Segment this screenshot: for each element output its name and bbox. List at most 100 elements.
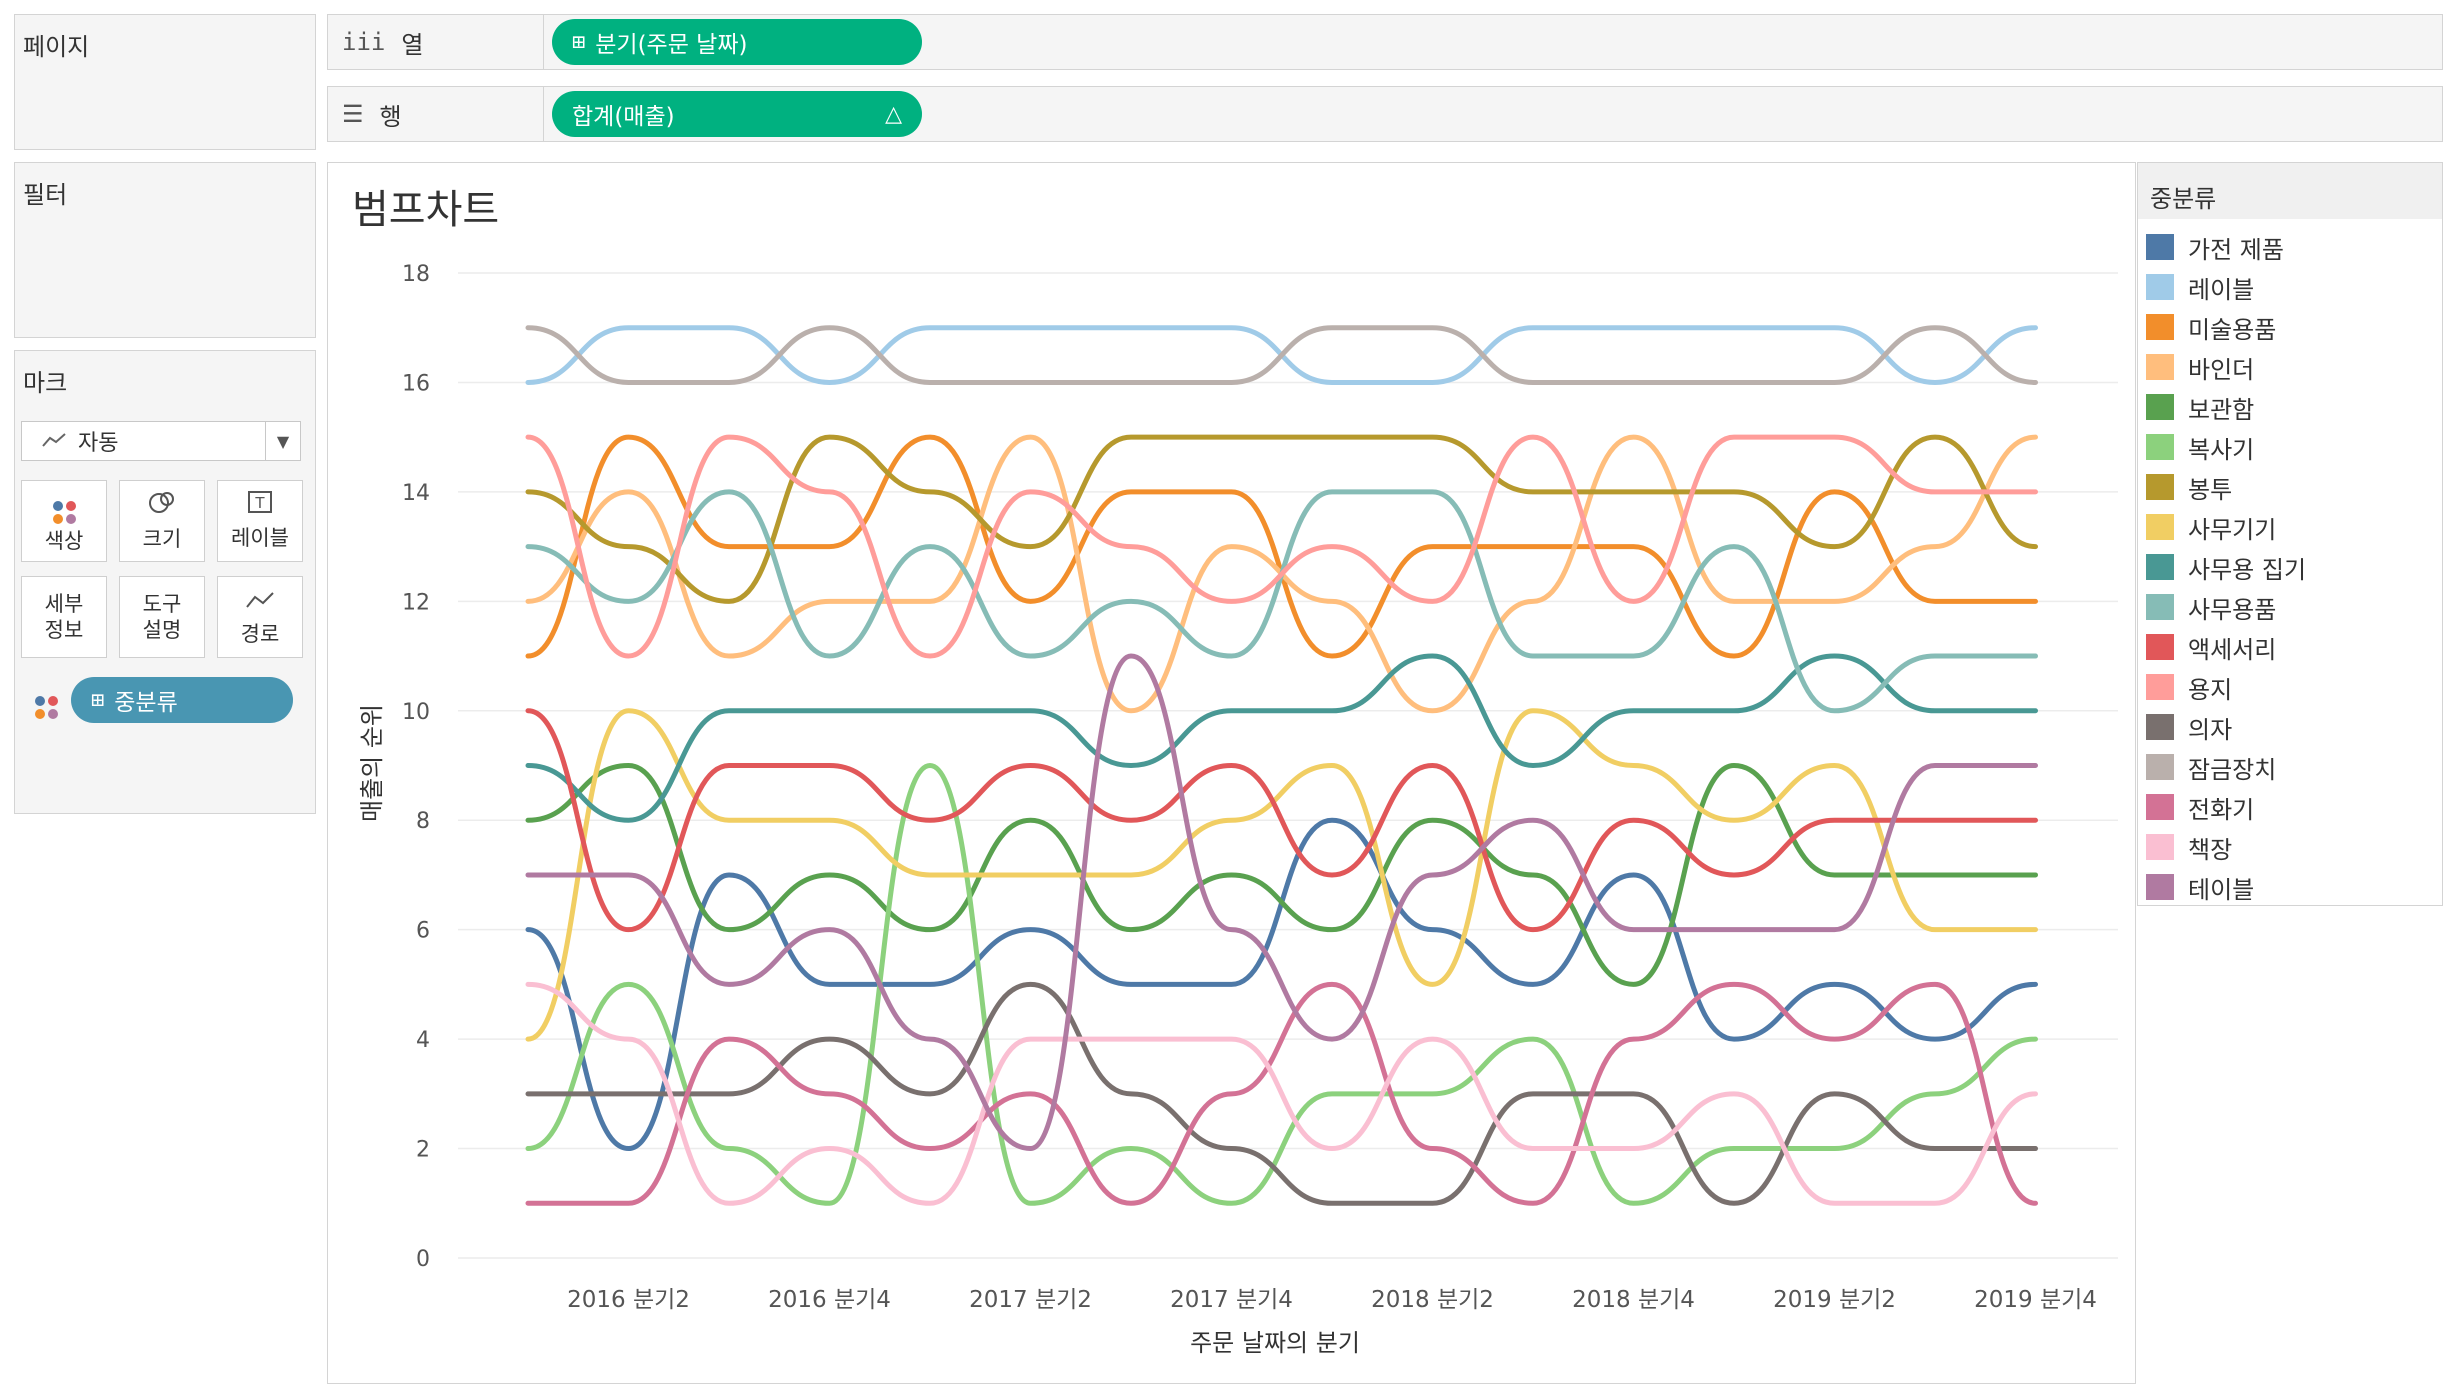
- legend-item-label: 사무용품: [2188, 595, 2277, 624]
- chart-title: 범프차트: [352, 187, 499, 233]
- series-line[interactable]: [525, 763, 2038, 1206]
- legend-item-label: 테이블: [2188, 875, 2255, 904]
- pages-panel[interactable]: 페이지: [14, 14, 316, 150]
- legend-item[interactable]: 미술용품: [2146, 309, 2276, 345]
- x-tick-label: 2016 분기4: [768, 1287, 891, 1313]
- legend-item[interactable]: 레이블: [2146, 269, 2254, 305]
- legend-swatch: [2146, 554, 2174, 580]
- chevron-down-icon[interactable]: ▼: [265, 422, 300, 460]
- series-line[interactable]: [525, 981, 2038, 1206]
- legend-item[interactable]: 전화기: [2146, 789, 2254, 825]
- rows-shelf-label-area: ☰ 행: [328, 87, 544, 141]
- legend-item[interactable]: 의자: [2146, 709, 2232, 745]
- size-button[interactable]: 크기: [119, 480, 205, 562]
- y-tick-label: 6: [416, 919, 430, 944]
- legend-swatch: [2146, 834, 2174, 860]
- legend-item-label: 용지: [2188, 675, 2233, 704]
- bump-chart: 범프차트 0 2 4 6 8 10 12 14 16 18 2016 분기2 2016 분기4 201…: [352, 187, 2118, 1357]
- legend-item-label: 미술용품: [2188, 315, 2277, 344]
- legend-swatch: [2146, 634, 2174, 660]
- legend-item-label: 전화기: [2188, 795, 2255, 824]
- expand-plus-icon: ⊞: [91, 687, 105, 713]
- series-line[interactable]: [525, 981, 2038, 1206]
- x-tick-label: 2019 분기4: [1974, 1287, 2097, 1313]
- legend-item[interactable]: 보관함: [2146, 389, 2254, 425]
- mark-type-dropdown[interactable]: 자동 ▼: [21, 421, 301, 461]
- series-line[interactable]: [525, 653, 2038, 1152]
- series-line[interactable]: [525, 434, 2038, 714]
- x-tick-label: 2017 분기2: [969, 1287, 1092, 1313]
- legend-item[interactable]: 사무용품: [2146, 589, 2276, 625]
- legend-item[interactable]: 가전 제품: [2146, 229, 2284, 265]
- series-line[interactable]: [525, 434, 2038, 659]
- detail-button-label-1: 세부: [44, 591, 84, 616]
- y-tick-label: 8: [416, 809, 430, 834]
- legend-title: 중분류: [2150, 185, 2217, 213]
- legend-swatch: [2146, 314, 2174, 340]
- legend-item-label: 책장: [2188, 835, 2233, 864]
- delta-icon: △: [885, 101, 902, 127]
- rows-pill[interactable]: 합계(매출) △: [552, 91, 922, 137]
- columns-pill[interactable]: ⊞ 분기(주문 날짜): [552, 19, 922, 65]
- legend-item-label: 보관함: [2188, 395, 2255, 424]
- tooltip-button[interactable]: 도구 설명: [119, 576, 205, 658]
- marks-label: 마크: [23, 369, 68, 397]
- columns-shelf[interactable]: iii 열 ⊞ 분기(주문 날짜): [327, 14, 2443, 70]
- legend-swatch: [2146, 714, 2174, 740]
- legend-item[interactable]: 봉투: [2146, 469, 2232, 505]
- y-tick-label: 4: [416, 1028, 430, 1053]
- legend-item[interactable]: 복사기: [2146, 429, 2254, 465]
- rows-pill-label: 합계(매출): [572, 104, 675, 130]
- color-field-pill[interactable]: ⊞ 중분류: [71, 677, 293, 723]
- legend-item[interactable]: 사무용 집기: [2146, 549, 2306, 585]
- size-icon: [147, 489, 177, 522]
- marks-panel: 마크 자동 ▼ 색상 크기 T 레이블 세부 정보 도구 설명 경로: [14, 350, 316, 814]
- rows-shelf[interactable]: ☰ 행 합계(매출) △: [327, 86, 2443, 142]
- path-button[interactable]: 경로: [217, 576, 303, 658]
- mark-type-value: 자동: [78, 431, 119, 456]
- pages-label: 페이지: [23, 33, 90, 61]
- series-line[interactable]: [525, 325, 2038, 385]
- series-line[interactable]: [525, 434, 2038, 659]
- x-tick-label: 2017 분기4: [1170, 1287, 1293, 1313]
- size-button-label: 크기: [142, 527, 182, 552]
- filters-panel[interactable]: 필터: [14, 162, 316, 338]
- label-button[interactable]: T 레이블: [217, 480, 303, 562]
- legend-swatch: [2146, 474, 2174, 500]
- legend-item[interactable]: 사무기기: [2146, 509, 2276, 545]
- legend-item[interactable]: 책장: [2146, 829, 2232, 865]
- legend-swatch: [2146, 514, 2174, 540]
- series-line[interactable]: [525, 489, 2038, 714]
- legend-item[interactable]: 테이블: [2146, 869, 2254, 905]
- columns-icon: iii: [342, 28, 386, 56]
- expand-plus-icon: ⊞: [572, 29, 586, 55]
- x-tick-label: 2018 분기4: [1572, 1287, 1695, 1313]
- series-line[interactable]: [525, 653, 2038, 823]
- series-line[interactable]: [525, 708, 2038, 1042]
- legend-item-label: 잠금장치: [2188, 755, 2277, 784]
- rows-icon: ☰: [342, 100, 364, 128]
- legend-header[interactable]: 중분류: [2138, 163, 2442, 219]
- legend-item-label: 사무용 집기: [2188, 555, 2307, 584]
- legend-item[interactable]: 바인더: [2146, 349, 2254, 385]
- detail-button[interactable]: 세부 정보: [21, 576, 107, 658]
- svg-text:T: T: [254, 494, 265, 512]
- x-axis-title: 주문 날짜의 분기: [1190, 1329, 1360, 1357]
- legend-item-label: 의자: [2188, 715, 2233, 744]
- filters-label: 필터: [23, 181, 68, 209]
- legend-item-label: 바인더: [2188, 355, 2255, 384]
- legend-item-label: 액세서리: [2188, 635, 2277, 664]
- series-line[interactable]: [525, 817, 2038, 1152]
- legend-item[interactable]: 잠금장치: [2146, 749, 2276, 785]
- series-line[interactable]: [525, 708, 2038, 933]
- series-line[interactable]: [525, 763, 2038, 987]
- color-encoding-icon: [35, 691, 58, 719]
- legend-item[interactable]: 액세서리: [2146, 629, 2276, 665]
- legend-item-label: 가전 제품: [2188, 235, 2284, 264]
- legend-item[interactable]: 용지: [2146, 669, 2232, 705]
- legend-item-label: 사무기기: [2188, 515, 2277, 544]
- legend-item-label: 봉투: [2188, 475, 2233, 504]
- series-line[interactable]: [525, 981, 2038, 1206]
- x-tick-label: 2019 분기2: [1773, 1287, 1896, 1313]
- color-button[interactable]: 색상: [21, 480, 107, 562]
